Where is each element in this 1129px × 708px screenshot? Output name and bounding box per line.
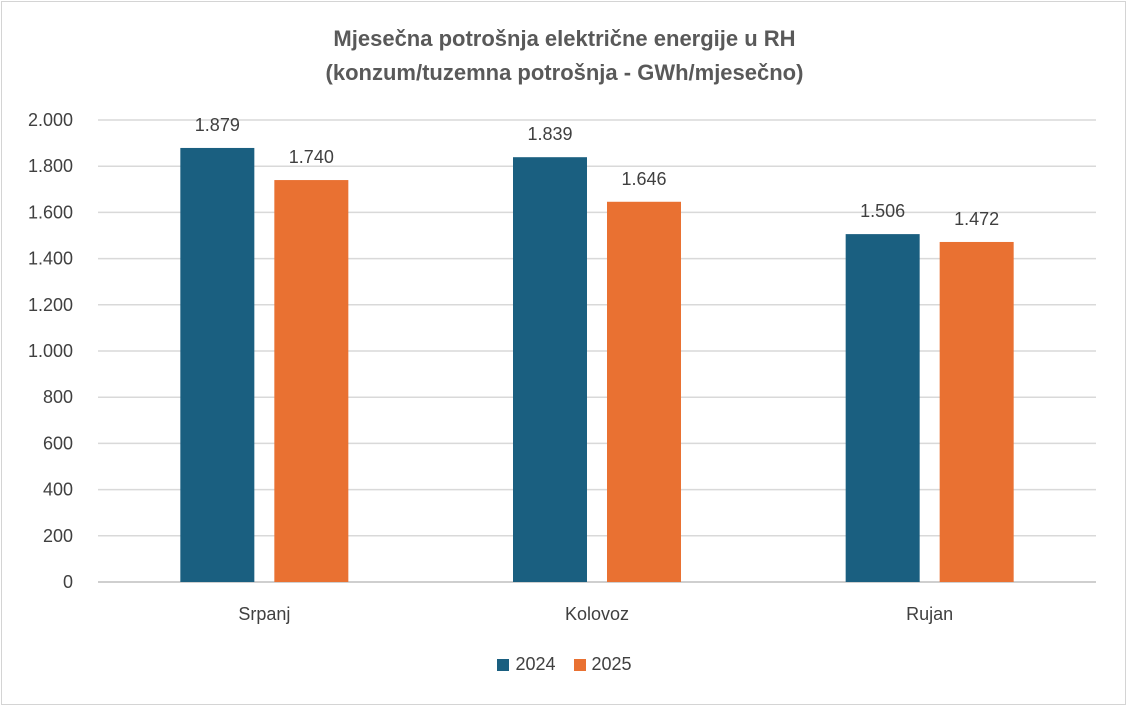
x-tick-label: Rujan: [906, 604, 953, 624]
y-tick-label: 800: [43, 387, 73, 407]
bar: [845, 234, 920, 582]
legend-item-2025: 2025: [573, 654, 632, 675]
legend-item-2024: 2024: [497, 654, 556, 675]
y-tick-label: 1.600: [28, 202, 73, 222]
data-label: 1.506: [860, 201, 905, 221]
y-tick-label: 1.200: [28, 295, 73, 315]
data-label: 1.879: [195, 115, 240, 135]
legend-swatch-2025: [573, 658, 586, 671]
y-tick-label: 400: [43, 480, 73, 500]
chart-title: Mjesečna potrošnja električne energije u…: [0, 22, 1129, 90]
bar: [607, 201, 681, 583]
y-tick-label: 1.800: [28, 156, 73, 176]
data-label: 1.646: [621, 169, 666, 189]
bar: [180, 147, 255, 583]
data-label: 1.839: [527, 124, 572, 144]
chart-title-line-1: Mjesečna potrošnja električne energije u…: [333, 26, 796, 51]
y-tick-label: 1.000: [28, 341, 73, 361]
y-tick-label: 1.400: [28, 249, 73, 269]
x-tick-label: Srpanj: [238, 604, 290, 624]
y-tick-label: 2.000: [28, 110, 73, 130]
data-label: 1.740: [289, 147, 334, 167]
bar: [513, 157, 587, 583]
legend-swatch-2024: [497, 658, 510, 671]
legend-label-2025: 2025: [591, 654, 632, 674]
legend: 2024 2025: [0, 654, 1129, 675]
x-tick-label: Kolovoz: [565, 604, 629, 624]
y-tick-label: 600: [43, 433, 73, 453]
y-tick-label: 0: [63, 572, 73, 592]
data-label: 1.472: [954, 209, 999, 229]
chart-title-line-2: (konzum/tuzemna potrošnja - GWh/mjesečno…: [325, 60, 804, 85]
bar: [939, 241, 1014, 582]
bar: [274, 180, 349, 582]
y-tick-label: 200: [43, 526, 73, 546]
legend-label-2024: 2024: [515, 654, 556, 674]
